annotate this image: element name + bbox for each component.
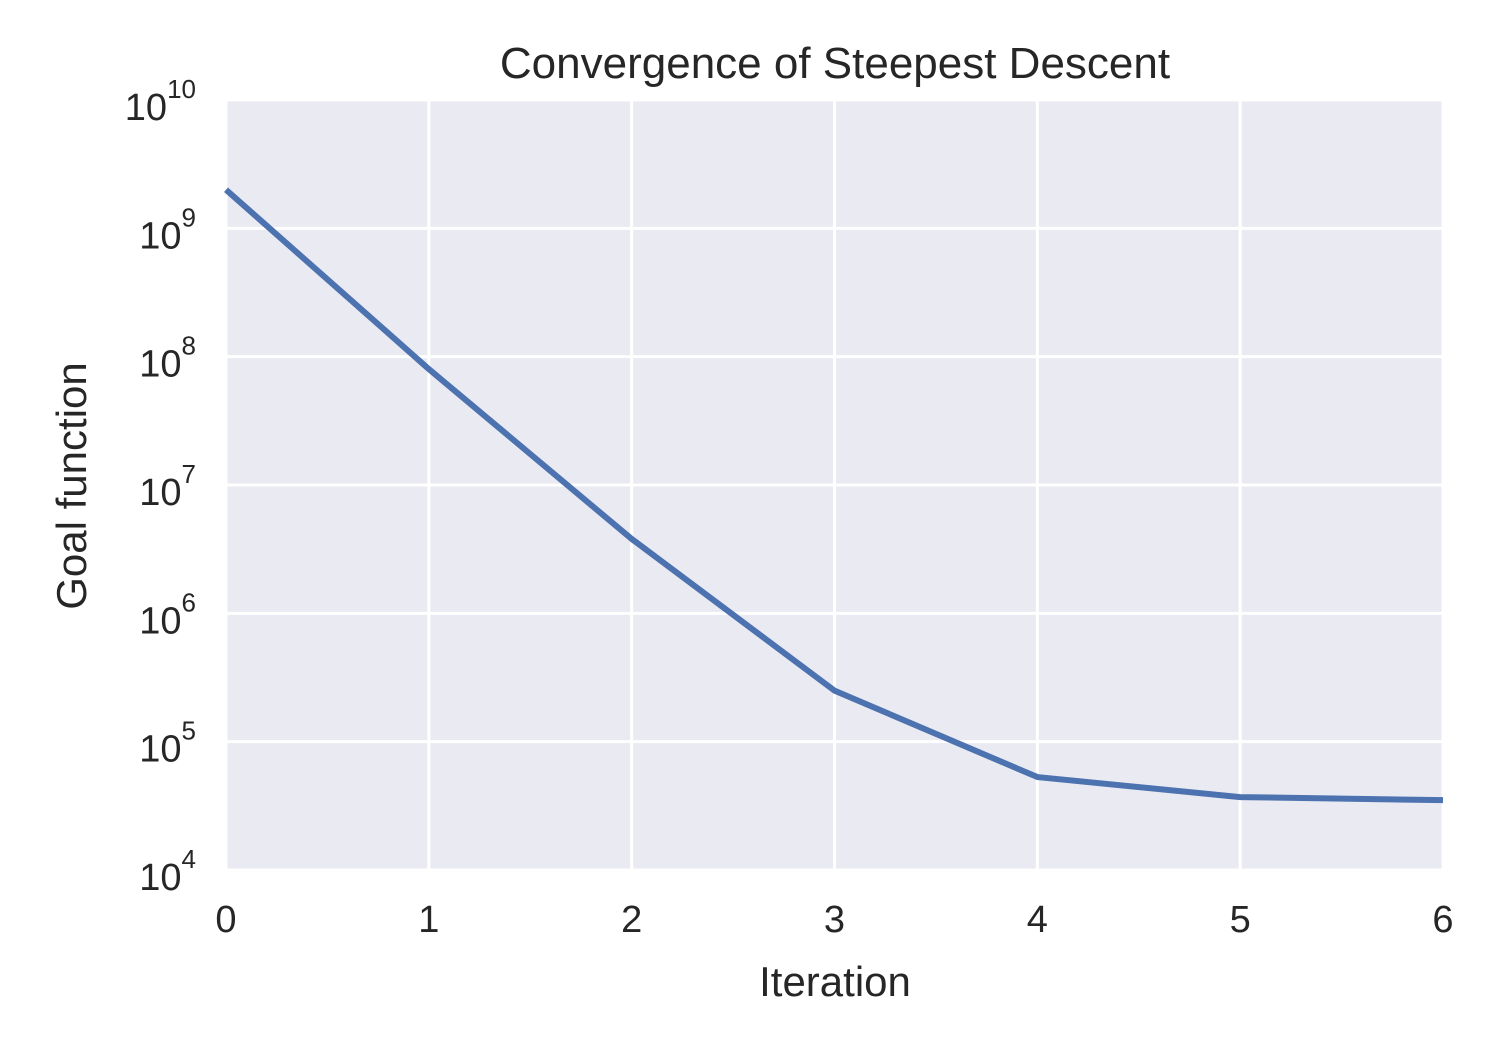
y-tick-label: 1010 xyxy=(125,74,196,129)
y-tick-label: 108 xyxy=(139,331,196,386)
y-tick-label: 107 xyxy=(139,459,196,514)
x-tick-label: 4 xyxy=(1027,899,1048,941)
x-tick-label: 1 xyxy=(418,899,439,941)
y-tick-labels: 104 105 106 107 108 109 1010 xyxy=(125,74,196,899)
x-tick-labels: 0 1 2 3 4 5 6 xyxy=(215,899,1453,941)
x-tick-label: 2 xyxy=(621,899,642,941)
x-tick-label: 5 xyxy=(1230,899,1251,941)
y-tick-label: 104 xyxy=(139,844,196,899)
chart-title: Convergence of Steepest Descent xyxy=(500,39,1170,88)
x-tick-label: 6 xyxy=(1432,899,1453,941)
y-tick-label: 105 xyxy=(139,716,196,771)
y-tick-label: 109 xyxy=(139,202,196,257)
x-axis-title: Iteration xyxy=(759,958,911,1005)
y-axis-title: Goal function xyxy=(48,362,95,610)
x-tick-label: 0 xyxy=(215,899,236,941)
y-tick-label: 106 xyxy=(139,587,196,642)
x-tick-label: 3 xyxy=(824,899,845,941)
